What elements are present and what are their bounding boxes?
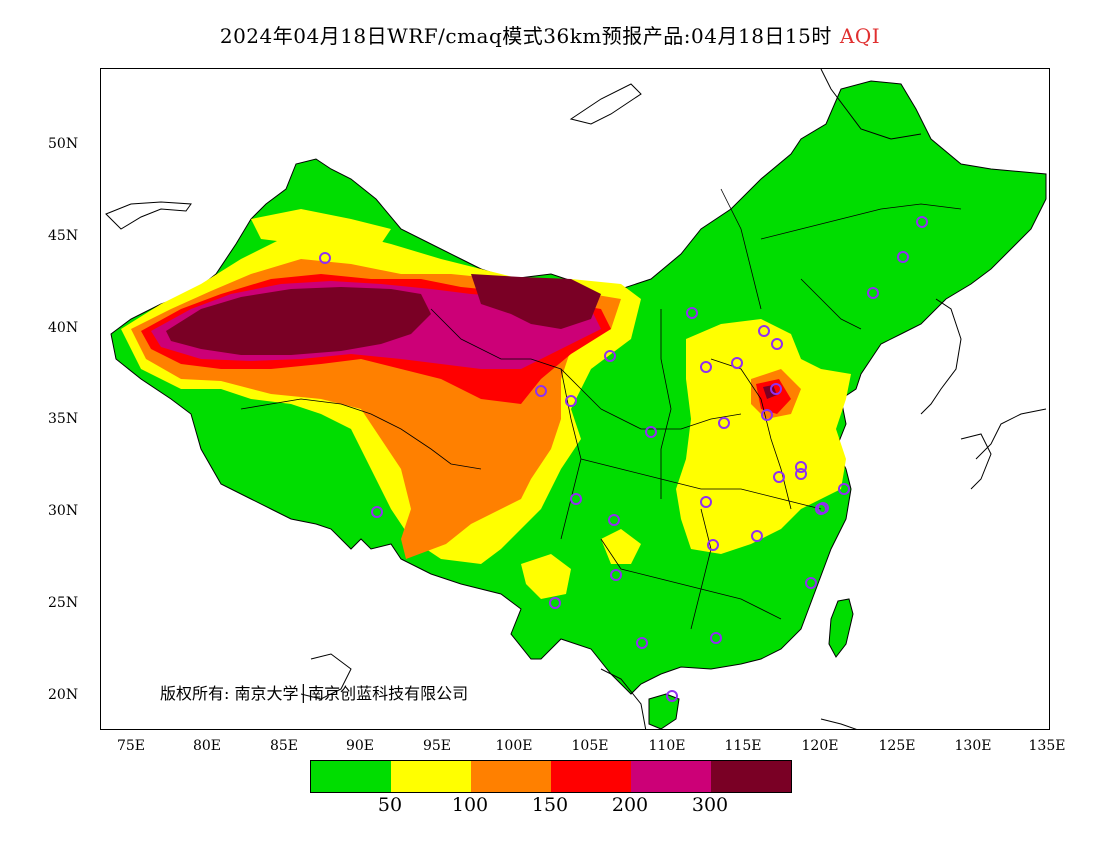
lon-label-120e: 120E	[801, 738, 839, 754]
lon-label-110e: 110E	[648, 738, 686, 754]
legend-swatch-moderate	[391, 761, 471, 792]
lat-label-30n: 30N	[48, 503, 79, 519]
copyright-text: 版权所有: 南京大学│南京创蓝科技有限公司	[160, 684, 469, 703]
province-boundaries	[240, 188, 962, 630]
lat-label-40n: 40N	[48, 320, 79, 336]
lat-label-20n: 20N	[48, 687, 79, 703]
legend-label-150: 150	[531, 794, 569, 816]
lon-label-100e: 100E	[495, 738, 533, 754]
legend-swatch-good	[311, 761, 391, 792]
aqi-map	[105, 69, 1047, 729]
lat-label-35n: 35N	[48, 411, 79, 427]
legend-label-100: 100	[451, 794, 489, 816]
station-markers	[319, 216, 928, 702]
legend-swatch-usg	[471, 761, 551, 792]
legend-swatch-hazardous	[711, 761, 791, 792]
lat-label-25n: 25N	[48, 595, 79, 611]
title-variable: AQI	[839, 24, 881, 48]
legend-swatch-unhealthy	[551, 761, 631, 792]
lon-label-95e: 95E	[422, 738, 452, 754]
lon-label-105e: 105E	[571, 738, 609, 754]
title-text: 2024年04月18日WRF/cmaq模式36km预报产品:04月18日15时	[219, 24, 832, 48]
lon-label-115e: 115E	[724, 738, 762, 754]
lat-label-45n: 45N	[48, 228, 79, 244]
legend-label-50: 50	[377, 794, 403, 816]
legend-label-200: 200	[611, 794, 649, 816]
lon-label-75e: 75E	[116, 738, 146, 754]
map-frame	[100, 68, 1050, 730]
lon-label-130e: 130E	[954, 738, 992, 754]
lon-label-135e: 135E	[1028, 738, 1066, 754]
legend-swatch-very-unhealthy	[631, 761, 711, 792]
hainan	[648, 693, 680, 729]
map-title: 2024年04月18日WRF/cmaq模式36km预报产品:04月18日15时 A…	[0, 20, 1100, 49]
aqi-hazardous-regions	[166, 274, 777, 399]
lon-label-90e: 90E	[345, 738, 375, 754]
taiwan	[828, 598, 854, 658]
lon-label-80e: 80E	[192, 738, 222, 754]
lon-label-85e: 85E	[269, 738, 299, 754]
legend-label-300: 300	[691, 794, 729, 816]
coastlines	[105, 69, 1047, 729]
lon-label-125e: 125E	[878, 738, 916, 754]
color-legend	[310, 760, 792, 793]
lat-label-50n: 50N	[48, 136, 79, 152]
